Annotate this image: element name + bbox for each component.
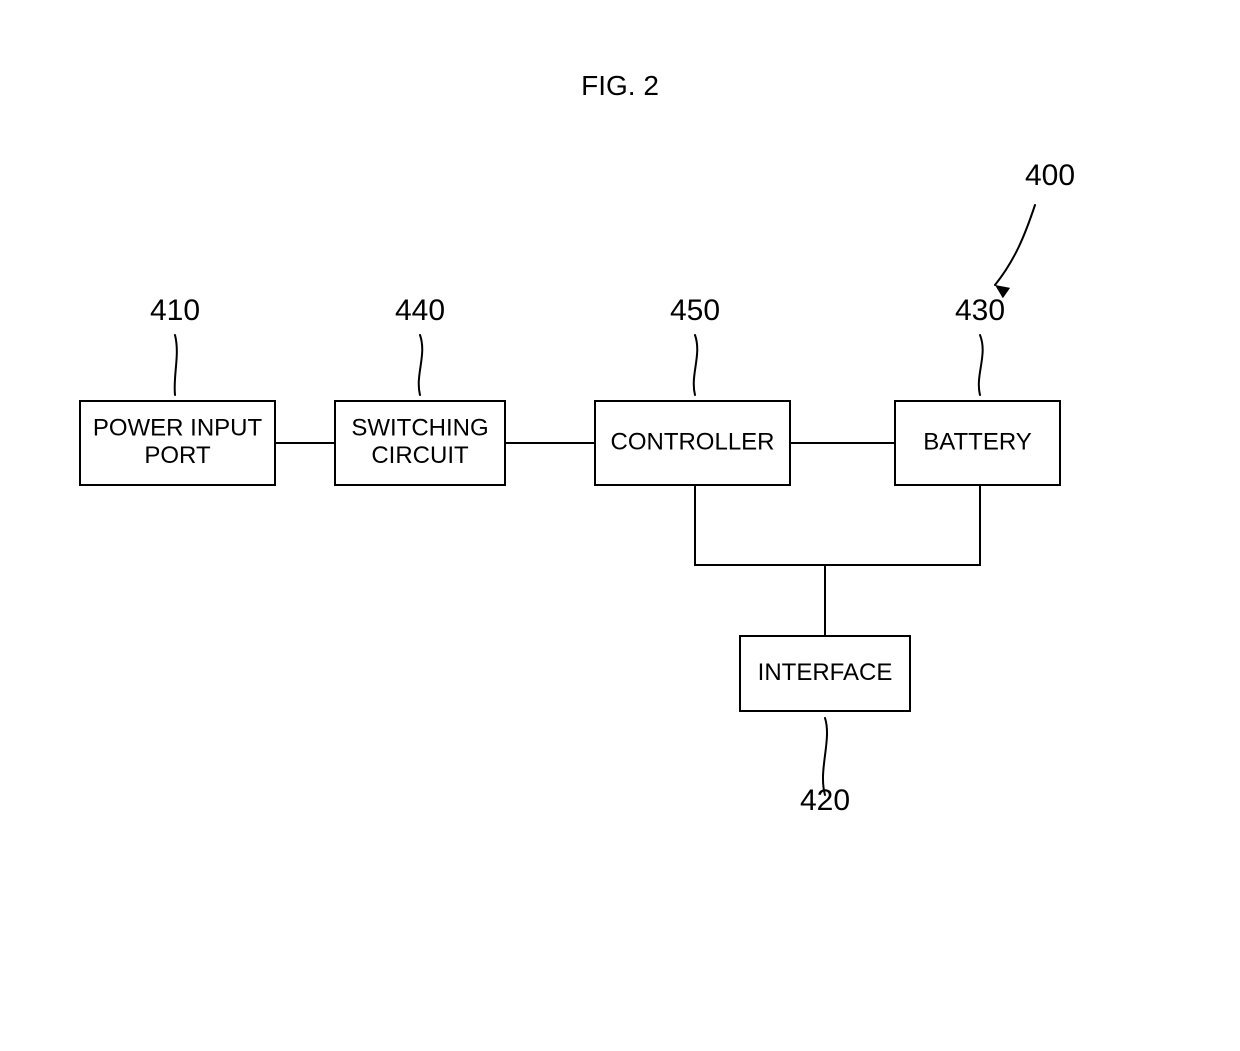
node-battery: BATTERY 430	[895, 294, 1060, 485]
node-label: CIRCUIT	[371, 442, 469, 469]
node-label: POWER INPUT	[93, 415, 263, 442]
figure-title: FIG. 2	[581, 70, 659, 101]
block-diagram: FIG. 2 POWER INPUTPORT 410 SWITCHINGCIRCUIT…	[0, 0, 1240, 1051]
node-power_input_port: POWER INPUTPORT 410	[80, 294, 275, 485]
assembly-ref-label: 400	[1025, 159, 1075, 192]
node-switching_circuit: SWITCHINGCIRCUIT 440	[335, 294, 505, 485]
node-ref-label: 430	[955, 294, 1005, 327]
node-ref-label: 450	[670, 294, 720, 327]
node-ref-label: 440	[395, 294, 445, 327]
node-label: PORT	[144, 442, 211, 469]
node-label: BATTERY	[923, 428, 1031, 455]
node-ref-lead	[694, 335, 698, 395]
node-controller: CONTROLLER 450	[595, 294, 790, 485]
assembly-ref-lead	[995, 205, 1035, 285]
node-label: SWITCHING	[351, 415, 488, 442]
node-ref-lead	[175, 335, 177, 395]
node-ref-lead	[979, 335, 983, 395]
node-label: INTERFACE	[758, 659, 893, 686]
node-ref-label: 410	[150, 294, 200, 327]
node-interface: INTERFACE 420	[740, 636, 910, 817]
node-ref-label: 420	[800, 784, 850, 817]
node-label: CONTROLLER	[610, 428, 774, 455]
node-ref-lead	[419, 335, 423, 395]
edge-controller-interface	[695, 485, 825, 636]
edge-battery-interface	[825, 485, 980, 565]
